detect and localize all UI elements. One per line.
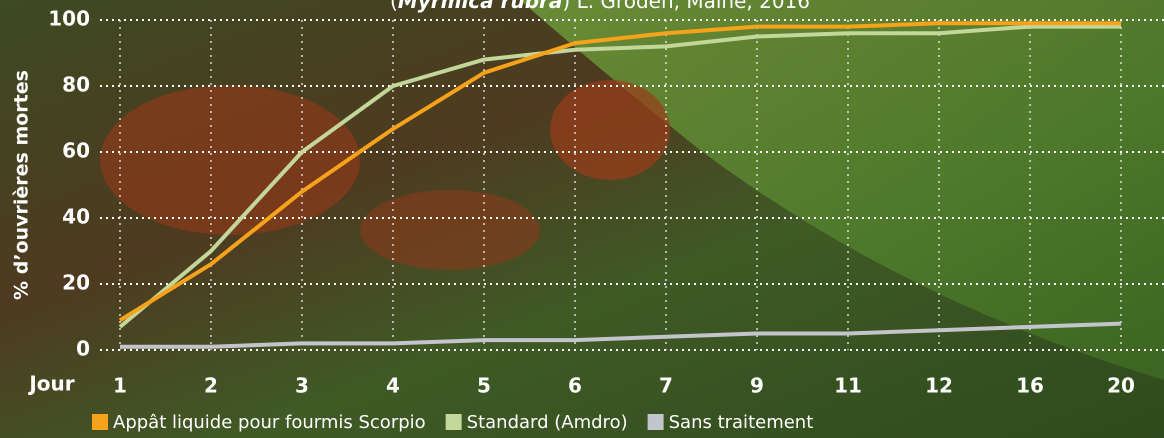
y-tick-label: 0 (76, 337, 90, 361)
y-axis-label: % d’ouvrières mortes (11, 70, 33, 300)
ant-head (550, 80, 670, 180)
x-tick-label: 1 (113, 374, 127, 398)
x-tick-label: 5 (477, 374, 491, 398)
y-tick-label: 20 (62, 271, 90, 295)
chart: (Myrmica rubra) L. Groden, Maine, 2016 %… (0, 0, 1164, 438)
x-tick-label: 20 (1107, 374, 1135, 398)
x-tick-label: 9 (750, 374, 764, 398)
title-part: ) L. Groden, Maine, 2016 (562, 0, 810, 13)
x-tick-label: 12 (925, 374, 953, 398)
x-axis-label: Jour (27, 372, 74, 396)
title-part: Myrmica rubra (398, 0, 563, 13)
x-tick-label: 2 (204, 374, 218, 398)
legend-label: Sans traitement (669, 412, 814, 433)
y-tick-label: 80 (62, 73, 90, 97)
legend-label: Appât liquide pour fourmis Scorpio (113, 412, 426, 433)
page: (Myrmica rubra) L. Groden, Maine, 2016 %… (0, 0, 1164, 438)
y-tick-label: 100 (48, 7, 90, 31)
legend-swatch (446, 414, 462, 430)
x-tick-label: 3 (295, 374, 309, 398)
chart-title: (Myrmica rubra) L. Groden, Maine, 2016 (390, 0, 810, 13)
title-part: ( (390, 0, 398, 13)
y-tick-label: 40 (62, 205, 90, 229)
x-tick-label: 16 (1016, 374, 1044, 398)
x-tick-label: 6 (568, 374, 582, 398)
legend-swatch (92, 414, 108, 430)
legend-swatch (648, 414, 664, 430)
y-tick-label: 60 (62, 139, 90, 163)
x-tick-label: 7 (659, 374, 673, 398)
legend-label: Standard (Amdro) (467, 412, 628, 433)
x-tick-label: 11 (834, 374, 862, 398)
x-tick-label: 4 (386, 374, 400, 398)
ant-body (360, 190, 540, 270)
ant-body (100, 85, 360, 235)
